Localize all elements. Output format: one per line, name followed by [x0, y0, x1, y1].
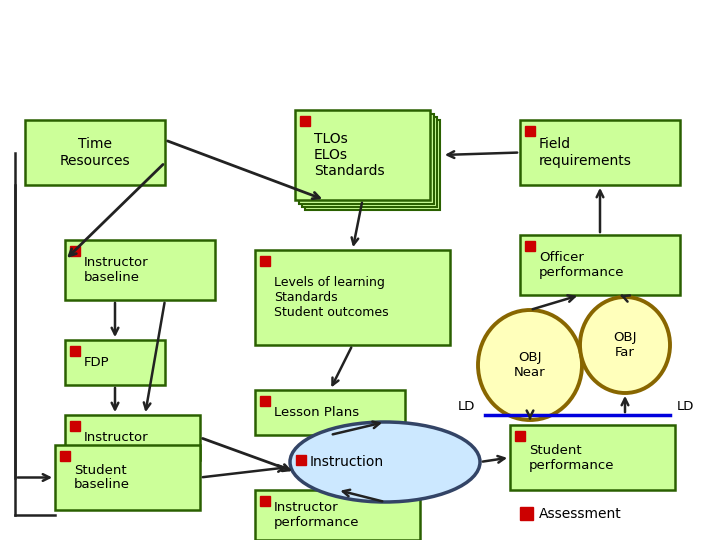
FancyBboxPatch shape: [25, 120, 165, 185]
FancyBboxPatch shape: [520, 120, 680, 185]
FancyBboxPatch shape: [65, 415, 200, 460]
Bar: [260, 396, 270, 406]
Text: OBJ
Near: OBJ Near: [514, 351, 546, 379]
Bar: [260, 256, 270, 266]
Bar: [520, 507, 533, 520]
Ellipse shape: [580, 297, 670, 393]
Bar: [60, 451, 70, 461]
Bar: [260, 496, 270, 506]
Text: Instruction: Instruction: [310, 455, 384, 469]
Ellipse shape: [478, 310, 582, 420]
FancyBboxPatch shape: [65, 340, 165, 385]
Text: Time
Resources: Time Resources: [60, 137, 130, 167]
Text: Assessment: It’s not just Grades anymore: Assessment: It’s not just Grades anymore: [11, 14, 667, 42]
Text: Instructor
performance: Instructor performance: [274, 501, 359, 529]
Bar: [525, 241, 535, 251]
Text: Student
baseline: Student baseline: [74, 463, 130, 491]
FancyBboxPatch shape: [255, 490, 420, 540]
FancyBboxPatch shape: [520, 235, 680, 295]
Bar: [70, 246, 80, 256]
FancyBboxPatch shape: [302, 117, 437, 207]
FancyBboxPatch shape: [255, 390, 405, 435]
FancyBboxPatch shape: [299, 114, 434, 204]
FancyBboxPatch shape: [295, 110, 430, 200]
Bar: [300, 116, 310, 126]
Ellipse shape: [290, 422, 480, 502]
Bar: [515, 431, 525, 441]
Text: Officer
performance: Officer performance: [539, 251, 624, 279]
Bar: [70, 421, 80, 431]
Text: Student
performance: Student performance: [529, 443, 614, 471]
Text: OBJ
Far: OBJ Far: [613, 331, 636, 359]
Text: Lesson Plans: Lesson Plans: [274, 406, 359, 419]
Text: TLOs
ELOs
Standards: TLOs ELOs Standards: [314, 132, 384, 178]
Text: Assessment: Assessment: [539, 507, 622, 521]
Bar: [70, 346, 80, 356]
FancyBboxPatch shape: [305, 120, 440, 210]
Text: Levels of learning
Standards
Student outcomes: Levels of learning Standards Student out…: [274, 276, 389, 319]
Text: Field
requirements: Field requirements: [539, 137, 632, 167]
Text: LD: LD: [677, 400, 694, 413]
FancyBboxPatch shape: [55, 445, 200, 510]
Text: FDP: FDP: [84, 356, 109, 369]
Text: LD: LD: [458, 400, 475, 413]
FancyBboxPatch shape: [65, 240, 215, 300]
Text: Instructor: Instructor: [84, 431, 148, 444]
FancyBboxPatch shape: [255, 250, 450, 345]
Bar: [296, 455, 306, 465]
FancyBboxPatch shape: [510, 425, 675, 490]
Text: Instructor
baseline: Instructor baseline: [84, 256, 148, 284]
Bar: [525, 126, 535, 136]
